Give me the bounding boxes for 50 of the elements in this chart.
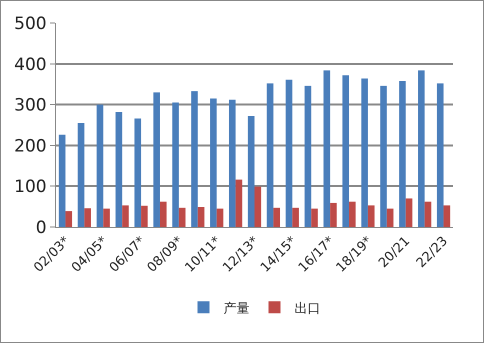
- bar: [330, 202, 337, 227]
- bar: [292, 208, 299, 227]
- bar: [248, 116, 254, 227]
- bar: [304, 86, 312, 227]
- bar: [160, 202, 167, 227]
- bar: [436, 83, 444, 227]
- bar: [368, 205, 375, 227]
- bar: [141, 206, 148, 227]
- bar: [78, 122, 84, 227]
- bar: [418, 70, 425, 227]
- bar: [286, 80, 292, 227]
- bar: [424, 202, 432, 227]
- bar: [210, 98, 217, 227]
- bar: [216, 208, 224, 227]
- bar: [349, 202, 356, 227]
- bar: [103, 208, 110, 227]
- bar: [444, 205, 450, 227]
- bar: [122, 205, 129, 227]
- bar: [406, 198, 412, 227]
- legend-label: 出口: [294, 301, 320, 316]
- y-tick-label: 400: [14, 54, 47, 75]
- bar: [96, 104, 104, 227]
- bar: [191, 91, 198, 227]
- bar: [273, 208, 280, 227]
- bar: [116, 112, 122, 227]
- bar: [172, 102, 179, 227]
- bar: [65, 211, 72, 227]
- y-tick-label: 200: [14, 136, 47, 156]
- bar: [178, 208, 186, 227]
- y-tick-label: 100: [14, 177, 47, 198]
- bar: [198, 207, 204, 227]
- bar: [134, 118, 142, 227]
- bar: [311, 208, 318, 227]
- bar: [342, 75, 350, 227]
- y-tick-label: 300: [14, 96, 47, 116]
- bar: [236, 180, 242, 227]
- bar: [361, 78, 368, 227]
- bar: [380, 86, 387, 227]
- bar: [58, 134, 66, 227]
- bar: [399, 80, 406, 227]
- bar: [324, 70, 330, 227]
- y-tick-label: 0: [36, 218, 47, 238]
- legend-label: 产量: [224, 301, 250, 316]
- bar: [254, 186, 262, 227]
- bar: [266, 83, 274, 227]
- bar: [386, 208, 394, 227]
- bar: [153, 92, 160, 227]
- y-tick-label: 500: [14, 14, 47, 34]
- bar: [84, 208, 91, 227]
- bar: [228, 100, 236, 227]
